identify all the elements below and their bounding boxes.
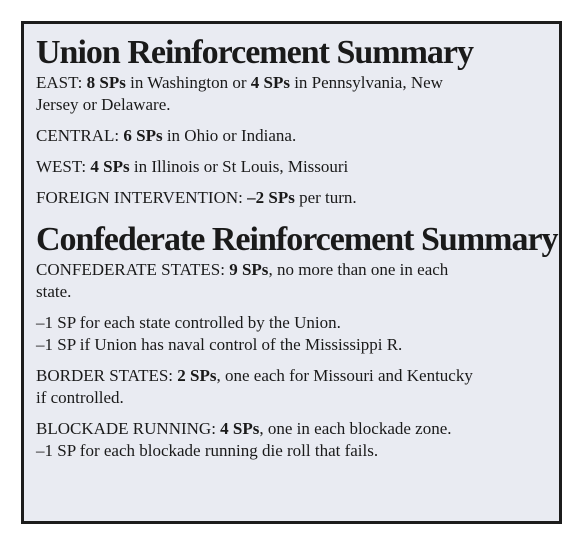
east-tail-text-2: Jersey or Delaware. [36, 95, 171, 114]
east-mid-text: in Washington or [125, 73, 251, 92]
central-label: CENTRAL: [36, 126, 124, 145]
union-east-rule: EAST: 8 SPs in Washington or 4 SPs in Pe… [36, 72, 549, 116]
confederate-heading: Confederate Reinforcement Summary [36, 221, 559, 258]
reinforcement-summary-card: Union Reinforcement Summary EAST: 8 SPs … [21, 21, 562, 524]
east-sp-states: 4 SPs [250, 73, 290, 92]
central-tail-text: in Ohio or Indiana. [162, 126, 297, 145]
border-tail-text-2: if controlled. [36, 388, 124, 407]
union-west-rule: WEST: 4 SPs in Illinois or St Louis, Mis… [36, 156, 549, 178]
states-tail-text-2: state. [36, 282, 72, 301]
penalty-blockade-die-roll: –1 SP for each blockade running die roll… [36, 441, 379, 460]
states-sp: 9 SPs [229, 260, 269, 279]
border-states-rule: BORDER STATES: 2 SPs, one each for Misso… [36, 365, 549, 409]
border-label: BORDER STATES: [36, 366, 178, 385]
states-label: CONFEDERATE STATES: [36, 260, 230, 279]
foreign-label: FOREIGN INTERVENTION: [36, 188, 248, 207]
border-tail-text: , one each for Missouri and Kentucky [216, 366, 473, 385]
central-sp: 6 SPs [123, 126, 163, 145]
west-label: WEST: [36, 157, 91, 176]
blockade-label: BLOCKADE RUNNING: [36, 419, 221, 438]
blockade-sp: 4 SPs [220, 419, 260, 438]
west-sp: 4 SPs [90, 157, 130, 176]
penalty-union-control: –1 SP for each state controlled by the U… [36, 313, 341, 332]
east-tail-text: in Pennsylvania, New [289, 73, 443, 92]
foreign-sp: –2 SPs [247, 188, 295, 207]
east-label: EAST: [36, 73, 87, 92]
border-sp: 2 SPs [177, 366, 217, 385]
blockade-tail-text: , one in each blockade zone. [259, 419, 452, 438]
union-heading: Union Reinforcement Summary [36, 34, 474, 71]
foreign-tail-text: per turn. [294, 188, 357, 207]
blockade-running-rule: BLOCKADE RUNNING: 4 SPs, one in each blo… [36, 418, 549, 440]
east-sp-washington: 8 SPs [86, 73, 126, 92]
union-foreign-rule: FOREIGN INTERVENTION: –2 SPs per turn. [36, 187, 549, 209]
union-central-rule: CENTRAL: 6 SPs in Ohio or Indiana. [36, 125, 549, 147]
states-tail-text: , no more than one in each [268, 260, 449, 279]
west-tail-text: in Illinois or St Louis, Missouri [129, 157, 349, 176]
confederate-states-rule: CONFEDERATE STATES: 9 SPs, no more than … [36, 259, 549, 303]
penalty-naval-control: –1 SP if Union has naval control of the … [36, 335, 403, 354]
